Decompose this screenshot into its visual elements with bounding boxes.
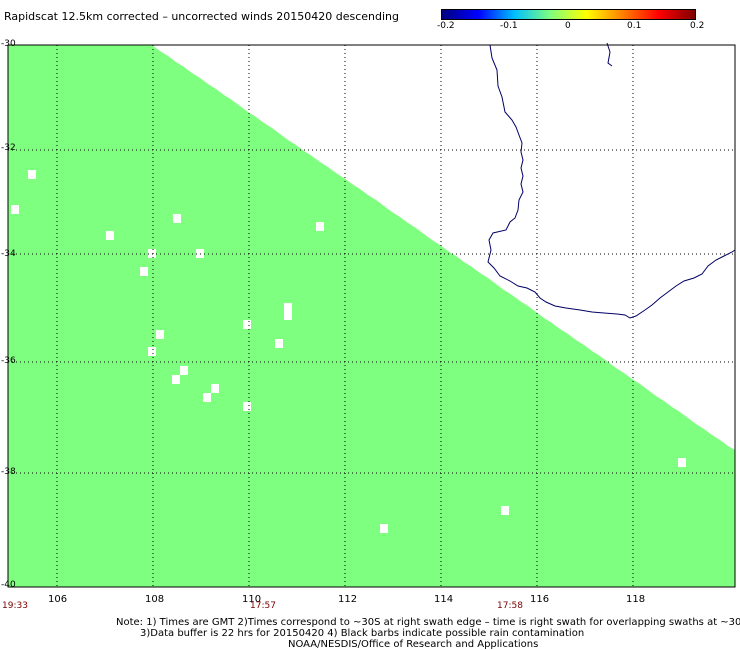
- missing-data-cell: [156, 330, 164, 339]
- missing-data-cell: [243, 402, 251, 411]
- wind-swath-fill: [8, 45, 735, 587]
- missing-data-cell: [203, 393, 211, 402]
- lat-label: -36: [1, 356, 16, 366]
- missing-data-cell: [501, 506, 509, 515]
- lat-label: -30: [1, 39, 16, 49]
- lon-label: 106: [48, 594, 68, 605]
- color-scale-bar: [441, 9, 696, 20]
- missing-data-cell: [678, 458, 686, 467]
- swath-time-label: 19:33: [2, 601, 28, 611]
- missing-data-cell: [211, 384, 219, 393]
- footnote-line-1: Note: 1) Times are GMT 2)Times correspon…: [116, 617, 740, 628]
- colorbar-tick-label: 0: [565, 21, 571, 31]
- lon-label: 118: [626, 594, 646, 605]
- lon-label: 112: [338, 594, 358, 605]
- lat-label: -34: [1, 249, 16, 259]
- missing-data-cell: [173, 214, 181, 223]
- missing-data-cell: [284, 311, 292, 320]
- swath-time-label: 17:58: [497, 601, 523, 611]
- lon-label: 110: [242, 594, 262, 605]
- colorbar-tick-label: -0.2: [437, 21, 455, 31]
- colorbar-tick-label: -0.1: [500, 21, 518, 31]
- missing-data-cell: [284, 303, 292, 312]
- missing-data-cell: [11, 205, 19, 214]
- lat-label: -40: [1, 580, 16, 590]
- missing-data-cell: [275, 339, 283, 348]
- colorbar-tick-label: 0.2: [690, 21, 705, 31]
- map-title: Rapidscat 12.5km corrected – uncorrected…: [4, 10, 400, 23]
- australia-coastline: [487, 42, 736, 319]
- missing-data-cell: [180, 366, 188, 375]
- map-frame: [7, 44, 736, 588]
- footnote-line-2: 3)Data buffer is 22 hrs for 20150420 4) …: [140, 628, 585, 639]
- missing-data-cell: [316, 222, 324, 231]
- lat-label: -32: [1, 143, 16, 153]
- lon-label: 114: [434, 594, 454, 605]
- missing-data-cell: [380, 524, 388, 533]
- missing-data-cell: [106, 231, 114, 240]
- missing-data-cell: [243, 320, 251, 329]
- footnote-line-3: NOAA/NESDIS/Office of Research and Appli…: [288, 639, 539, 650]
- lat-label: -38: [1, 467, 16, 477]
- missing-data-cell: [172, 375, 180, 384]
- colorbar-tick-label: 0.1: [627, 21, 642, 31]
- lon-label: 108: [145, 594, 165, 605]
- lon-label: 116: [530, 594, 550, 605]
- missing-data-cell: [148, 347, 156, 356]
- missing-data-cell: [140, 267, 148, 276]
- swath-time-label: 17:57: [250, 601, 276, 611]
- missing-data-cell: [28, 170, 36, 179]
